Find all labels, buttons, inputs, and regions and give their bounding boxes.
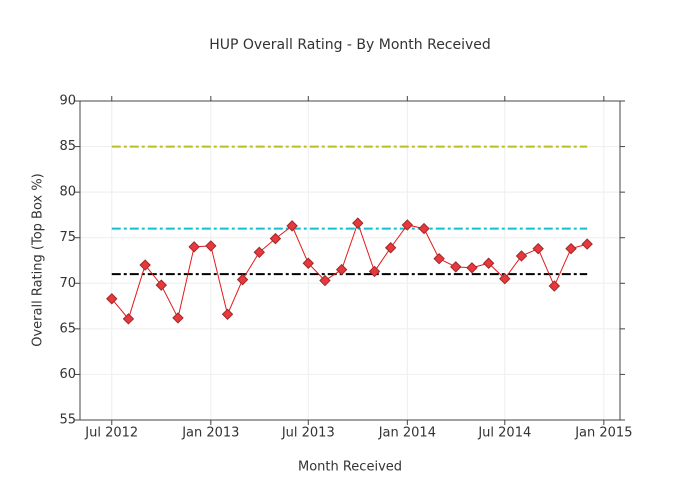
y-tick-label: 65 [59,321,76,336]
series-line [111,221,588,320]
data-point [466,262,478,274]
y-tick-label: 75 [59,230,76,245]
data-point [515,250,528,262]
x-tick-label: Jul 2012 [84,426,138,441]
chart-title: HUP Overall Rating - By Month Received [209,37,491,53]
data-point [482,257,495,269]
data-point [384,242,397,254]
data-point [172,312,184,324]
data-point [269,232,282,245]
plot-frame [79,100,621,421]
data-point [433,252,445,265]
data-point [106,293,118,305]
y-tick-label: 85 [59,139,76,154]
data-point [253,246,265,259]
y-tick-label: 55 [59,413,76,428]
data-point [368,265,381,278]
x-axis-title: Month Received [298,460,402,475]
x-tick-label: Jan 2013 [181,426,239,441]
x-tick-label: Jan 2015 [574,426,632,441]
data-point [335,263,348,276]
data-point [221,308,234,320]
x-tick-label: Jul 2014 [477,426,531,441]
data-point [302,257,314,269]
data-point [499,273,511,285]
data-point [122,313,135,325]
data-point [236,273,249,286]
data-point [205,240,217,252]
data-point [286,220,298,232]
data-point [532,242,544,255]
y-tick-label: 90 [59,94,76,109]
data-point [548,280,561,292]
data-point [319,274,331,287]
data-point [581,238,593,250]
data-point [401,219,414,231]
y-tick-label: 80 [59,185,76,200]
data-point [352,217,364,229]
data-point [450,261,462,273]
data-point [565,242,577,255]
y-tick-label: 60 [59,367,76,382]
data-point [188,241,200,253]
y-axis-title: Overall Rating (Top Box %) [31,173,46,347]
data-point [155,279,168,291]
y-tick-label: 70 [59,276,76,291]
data-point [139,259,151,271]
data-point [418,222,430,235]
x-tick-label: Jan 2014 [378,426,436,441]
x-tick-label: Jul 2013 [281,426,335,441]
